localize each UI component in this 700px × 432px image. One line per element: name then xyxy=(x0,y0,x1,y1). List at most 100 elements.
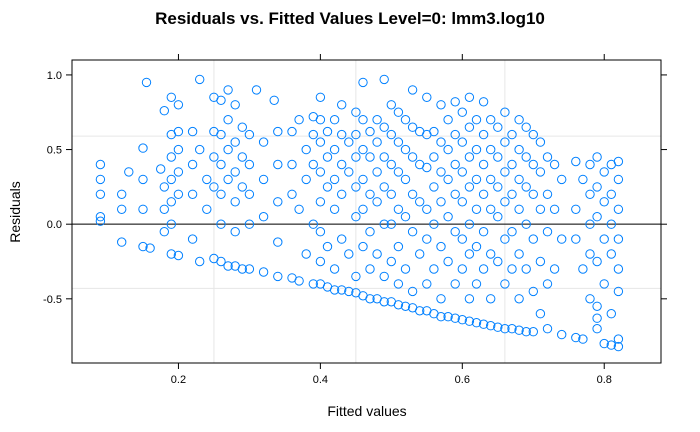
data-point xyxy=(95,159,106,170)
data-point xyxy=(315,92,326,103)
data-point xyxy=(273,271,283,282)
data-point xyxy=(549,204,560,215)
data-point xyxy=(471,144,482,155)
x-tick-label: 0.2 xyxy=(171,374,186,386)
data-point xyxy=(337,285,347,295)
data-point xyxy=(592,256,602,267)
data-point xyxy=(578,264,588,274)
data-point xyxy=(585,294,595,304)
data-point xyxy=(528,234,538,244)
data-point xyxy=(358,241,368,252)
data-point xyxy=(187,234,198,244)
data-point xyxy=(358,77,368,88)
data-point xyxy=(500,107,510,117)
data-point xyxy=(457,264,467,274)
data-point xyxy=(237,152,248,162)
data-point xyxy=(464,92,475,103)
data-point xyxy=(436,312,446,322)
data-point xyxy=(95,174,106,185)
data-point xyxy=(230,100,240,110)
data-point xyxy=(337,129,347,140)
data-point xyxy=(493,182,503,192)
data-point xyxy=(337,234,347,244)
data-point xyxy=(571,234,581,244)
data-point xyxy=(528,327,538,337)
data-point xyxy=(273,197,283,207)
data-point xyxy=(528,159,538,170)
data-point xyxy=(230,227,240,237)
data-point xyxy=(407,189,418,200)
data-point xyxy=(393,279,404,289)
data-point xyxy=(592,324,602,334)
data-point xyxy=(521,122,531,132)
data-point xyxy=(549,159,560,170)
data-point xyxy=(535,167,546,177)
data-point xyxy=(436,241,446,252)
chart-title: Residuals vs. Fitted Values Level=0: lmm… xyxy=(155,9,545,28)
data-point xyxy=(464,249,475,259)
data-point xyxy=(322,241,333,252)
x-axis-label: Fitted values xyxy=(327,403,406,419)
data-point xyxy=(386,189,396,200)
data-point xyxy=(528,129,538,140)
data-point xyxy=(173,189,184,200)
data-point xyxy=(195,144,205,155)
data-point xyxy=(493,212,503,222)
data-point xyxy=(450,227,460,237)
data-point xyxy=(315,167,326,177)
data-point xyxy=(230,197,240,207)
data-point xyxy=(429,182,439,192)
data-point xyxy=(415,306,425,316)
data-point xyxy=(443,144,453,155)
data-point xyxy=(156,164,166,174)
data-point xyxy=(514,249,524,259)
data-point xyxy=(351,152,361,162)
data-point xyxy=(216,189,226,200)
data-point xyxy=(464,122,475,132)
data-point xyxy=(486,115,496,125)
data-point xyxy=(429,219,439,229)
y-tick-label: 1.0 xyxy=(47,70,62,82)
data-point xyxy=(223,174,233,185)
data-point xyxy=(407,85,418,95)
data-point xyxy=(578,174,588,185)
data-point xyxy=(315,115,326,125)
data-point xyxy=(216,256,226,267)
data-point xyxy=(415,197,425,207)
data-point xyxy=(464,316,475,326)
data-point xyxy=(351,212,361,222)
data-point xyxy=(464,219,475,229)
data-point xyxy=(464,182,475,192)
data-point xyxy=(379,182,389,192)
data-point xyxy=(393,137,404,147)
data-point xyxy=(478,189,489,200)
data-point xyxy=(322,126,333,137)
data-point xyxy=(457,234,467,244)
data-point xyxy=(450,159,460,170)
data-point xyxy=(535,256,546,267)
data-point xyxy=(216,129,226,140)
data-point xyxy=(471,174,482,185)
data-point xyxy=(329,174,340,185)
data-point xyxy=(141,77,152,88)
data-point xyxy=(528,286,538,297)
data-point xyxy=(159,204,170,215)
data-point xyxy=(450,313,460,323)
data-point xyxy=(329,264,340,274)
data-point xyxy=(145,243,155,253)
y-tick-label: -0.5 xyxy=(43,294,62,306)
data-point xyxy=(365,264,375,274)
data-point xyxy=(436,167,446,177)
data-point xyxy=(613,156,624,167)
x-tick-label: 0.6 xyxy=(455,374,470,386)
data-point xyxy=(138,241,148,252)
data-point xyxy=(415,249,425,259)
data-point xyxy=(258,267,269,277)
data-point xyxy=(301,144,311,155)
data-point xyxy=(159,106,170,116)
data-point xyxy=(429,264,439,274)
data-point xyxy=(493,322,503,332)
data-point xyxy=(478,227,489,237)
data-point xyxy=(195,74,205,85)
